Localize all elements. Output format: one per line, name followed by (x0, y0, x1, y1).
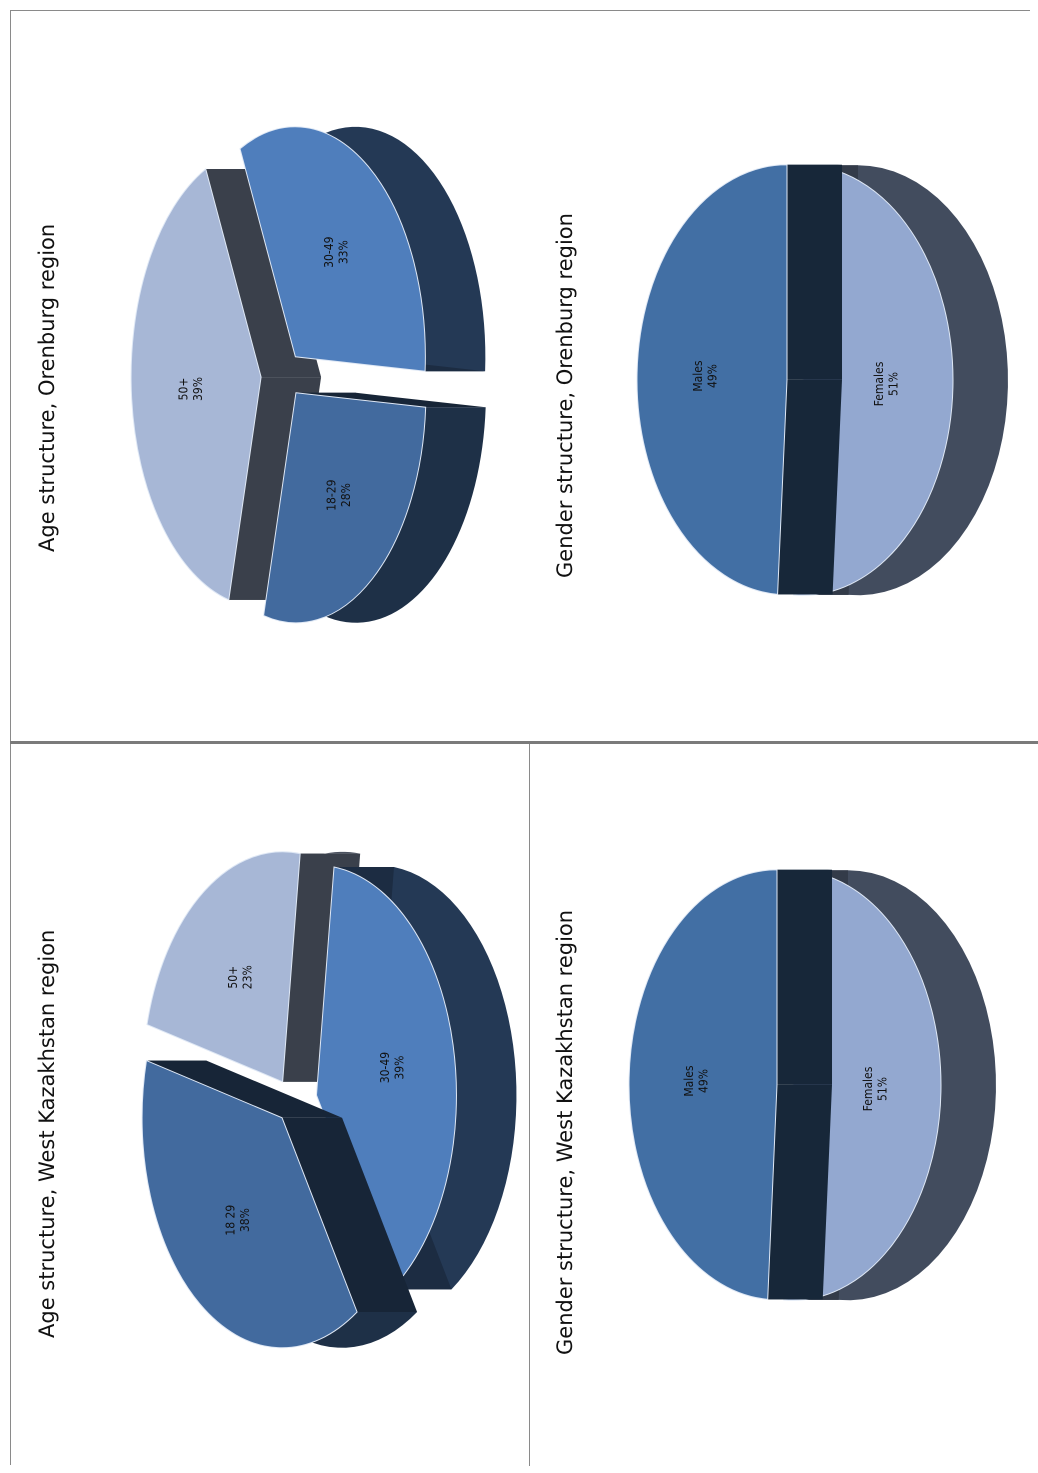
pie-slice (146, 851, 301, 1083)
slice-category-label: Females (861, 1066, 875, 1111)
pie-chart-1: 50+39% 30-4933% 18-2928% (130, 126, 486, 624)
pie-chart-3: 50+23% 30-4939% 18 2938% (141, 851, 517, 1349)
slice-category-label: 18 29 (223, 1205, 237, 1236)
pie-slice-wall (146, 1060, 343, 1118)
pie-slice-wall (777, 869, 833, 1085)
pie-slice-wall (282, 1117, 418, 1312)
slice-value-label: 51% (886, 372, 900, 396)
slice-value-label: 33% (337, 240, 351, 264)
slice-category-label: 30-49 (378, 1052, 392, 1083)
frame-top-line-right (530, 10, 1030, 11)
slice-value-label: 39% (191, 377, 205, 401)
slice-category-label: 18-29 (325, 479, 339, 510)
slice-category-label: Males (682, 1065, 696, 1097)
pie-slice-wall (787, 164, 843, 380)
frame-center-divider (529, 744, 530, 1466)
pie-slice-side (240, 126, 486, 372)
slice-label: Females51% (861, 1066, 889, 1111)
pie-slice-wall (767, 1084, 833, 1300)
pie-slice (239, 126, 426, 372)
pie-slice-side (334, 867, 517, 1290)
slice-label: Males49% (691, 360, 719, 392)
slice-label: Females51% (872, 361, 900, 406)
frame-middle-divider (10, 741, 1038, 744)
slice-label: 30-4933% (322, 236, 350, 267)
slice-value-label: 51% (875, 1077, 889, 1101)
slice-value-label: 49% (697, 1069, 711, 1093)
pie-slice (636, 164, 788, 595)
slice-category-label: Males (691, 360, 705, 392)
slice-value-label: 23% (240, 965, 254, 989)
slice-category-label: 50+ (226, 966, 240, 989)
slice-label: 30-4939% (378, 1052, 406, 1083)
pie-chart-2: Females51% Males49% (636, 164, 1008, 596)
pie-slice (263, 392, 427, 624)
slice-label: 18-2928% (325, 479, 353, 510)
slice-label: 18 2938% (223, 1205, 251, 1236)
pie-slice-side (263, 407, 486, 623)
slice-label: Males49% (682, 1065, 710, 1097)
pie-slice (141, 1059, 358, 1349)
slice-category-label: Females (872, 361, 886, 406)
pie-chart-4: Females51% Males49% (628, 869, 996, 1301)
pie-slice (628, 869, 778, 1300)
slice-value-label: 39% (393, 1056, 407, 1080)
frame-left-line (10, 10, 11, 1465)
slice-category-label: 50+ (177, 378, 191, 401)
pie-slice (130, 168, 262, 601)
slice-value-label: 38% (238, 1208, 252, 1232)
slice-label: 50+39% (177, 377, 205, 401)
frame-top-line (10, 10, 530, 11)
slice-value-label: 28% (339, 483, 353, 507)
slice-category-label: 30-49 (322, 236, 336, 267)
pie-slice-side (783, 870, 996, 1301)
pie-slice-wall (777, 379, 843, 595)
slice-label: 50+23% (226, 965, 254, 989)
pie-slice-side (793, 165, 1008, 596)
slice-value-label: 49% (706, 364, 720, 388)
